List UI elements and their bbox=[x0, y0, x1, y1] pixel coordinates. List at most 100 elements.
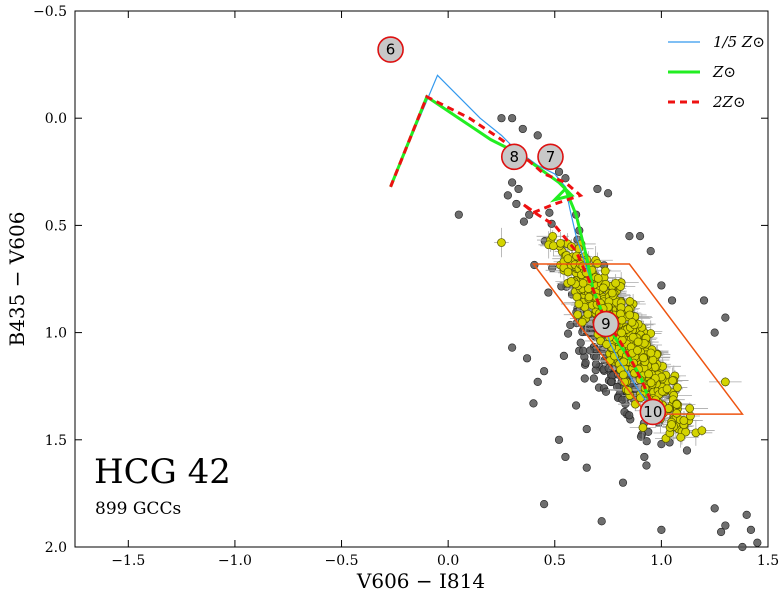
age-markers-group: 6 7 8 9 10 bbox=[377, 36, 667, 426]
gray-point bbox=[721, 313, 730, 322]
gray-point bbox=[571, 401, 581, 410]
gray-point bbox=[561, 174, 570, 183]
yellow-point bbox=[611, 278, 620, 288]
galaxy-label: HCG 42 bbox=[94, 452, 231, 492]
gray-point bbox=[591, 360, 601, 369]
gray-point bbox=[742, 510, 751, 519]
x-tick-label: 0.0 bbox=[437, 553, 459, 569]
gray-point bbox=[540, 500, 549, 509]
age-marker: 7 bbox=[537, 143, 564, 171]
gray-point bbox=[519, 217, 529, 226]
gray-point bbox=[607, 377, 616, 387]
yellow-point bbox=[676, 432, 685, 442]
x-tick-label: −1.5 bbox=[111, 553, 145, 569]
gray-point bbox=[533, 131, 542, 140]
gray-point bbox=[559, 351, 569, 360]
yellow-point bbox=[644, 369, 653, 379]
yellow-point bbox=[574, 299, 584, 309]
legend-label-solar: Z⊙ bbox=[712, 63, 736, 81]
gray-point bbox=[746, 525, 756, 534]
y-tick-label: 0.0 bbox=[45, 111, 67, 127]
yellow-point bbox=[599, 283, 608, 293]
yellow-point bbox=[639, 353, 648, 363]
yellow-point bbox=[619, 357, 628, 367]
age-marker: 8 bbox=[500, 143, 528, 171]
age-marker-label: 7 bbox=[546, 148, 556, 166]
gray-point bbox=[642, 461, 651, 470]
yellow-point bbox=[627, 317, 637, 327]
yellow-point bbox=[619, 370, 628, 380]
gray-point bbox=[640, 452, 649, 462]
gray-point bbox=[525, 210, 534, 219]
gray-point bbox=[586, 346, 595, 355]
yellow-point bbox=[563, 267, 573, 277]
yellow-point bbox=[573, 310, 583, 320]
yellow-point bbox=[578, 278, 588, 288]
gray-point bbox=[580, 374, 589, 383]
gray-point bbox=[721, 521, 730, 530]
gray-point bbox=[582, 424, 591, 434]
gray-point bbox=[554, 435, 564, 444]
age-marker-circle bbox=[592, 310, 620, 338]
gray-point bbox=[566, 320, 575, 330]
gray-point bbox=[508, 178, 517, 187]
yellow-point bbox=[638, 423, 648, 432]
age-marker-label: 8 bbox=[509, 148, 519, 166]
gray-point bbox=[589, 374, 598, 383]
yellow-point bbox=[668, 376, 677, 385]
x-tick-label: −1.0 bbox=[218, 553, 252, 569]
y-tick-label: −0.5 bbox=[33, 4, 67, 20]
y-tick-label: 2.0 bbox=[45, 540, 67, 556]
legend: 1/5 Z⊙ Z⊙ 2Z⊙ bbox=[668, 33, 765, 111]
gray-point bbox=[753, 538, 762, 547]
gray-point bbox=[682, 446, 692, 455]
gray-point bbox=[592, 353, 601, 362]
yellow-point bbox=[667, 420, 676, 429]
yellow-point bbox=[600, 266, 610, 276]
gray-point bbox=[646, 247, 655, 256]
yellow-point bbox=[721, 377, 730, 387]
gray-point bbox=[512, 199, 521, 209]
yellow-point bbox=[583, 309, 593, 319]
gray-point bbox=[563, 329, 573, 338]
yellow-point bbox=[662, 384, 672, 394]
gray-point bbox=[738, 542, 747, 552]
age-marker: 9 bbox=[592, 310, 620, 338]
yellow-point bbox=[497, 238, 506, 247]
plot-frame bbox=[74, 10, 769, 548]
gray-point bbox=[508, 114, 517, 123]
x-axis-title: V606 − I814 bbox=[356, 569, 485, 593]
yellow-point bbox=[593, 274, 603, 283]
yellow-point bbox=[633, 337, 643, 347]
yellow-point bbox=[646, 378, 656, 388]
age-marker-label: 9 bbox=[601, 315, 611, 333]
tick-group: −1.5 −1.0 −0.5 0.0 0.5 1.0 1.5 −0.5 0.0 0.5 1.0 1.5… bbox=[33, 4, 779, 569]
gray-point bbox=[578, 346, 588, 355]
gray-point bbox=[716, 527, 726, 537]
gray-point bbox=[625, 232, 634, 241]
gray-point bbox=[582, 463, 591, 472]
gray-point bbox=[518, 124, 527, 134]
gray-point bbox=[710, 328, 719, 337]
yellow-point bbox=[556, 238, 565, 248]
gray-point bbox=[529, 399, 538, 408]
yellow-point bbox=[625, 296, 635, 306]
yellow-point bbox=[672, 400, 682, 409]
gray-point bbox=[503, 191, 512, 200]
gray-point bbox=[603, 189, 613, 198]
age-marker: 6 bbox=[377, 36, 404, 63]
yellow-point bbox=[685, 404, 695, 413]
gray-point bbox=[508, 343, 517, 352]
gray-point bbox=[657, 525, 666, 534]
y-tick-label: 1.0 bbox=[45, 326, 67, 342]
gray-point bbox=[618, 478, 628, 487]
gray-point bbox=[667, 296, 677, 305]
legend-label-supersolar: 2Z⊙ bbox=[712, 93, 746, 111]
age-marker-label: 10 bbox=[643, 403, 662, 421]
gray-point bbox=[514, 184, 523, 194]
y-tick-label: 1.5 bbox=[45, 433, 67, 449]
gray-point bbox=[581, 358, 590, 367]
x-tick-label: 1.0 bbox=[650, 553, 672, 569]
y-axis-title: B435 − V606 bbox=[5, 212, 29, 347]
yellow-point bbox=[584, 292, 594, 302]
